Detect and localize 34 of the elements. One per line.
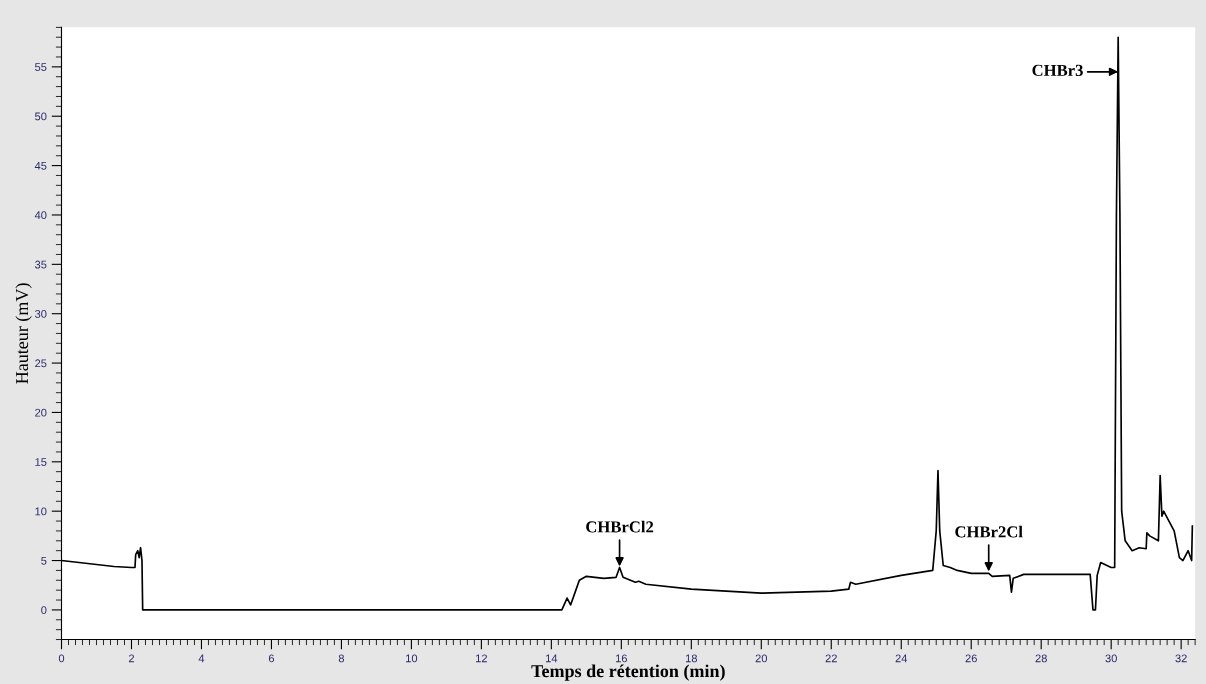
x-tick-label: 8 — [338, 654, 345, 663]
y-tick-label: 50 — [35, 112, 47, 121]
y-tick-label: 30 — [34, 309, 47, 318]
x-tick-label: 32 — [1175, 654, 1187, 663]
x-tick-label: 22 — [825, 654, 837, 663]
x-tick-label: 14 — [546, 654, 558, 663]
y-tick-label: 20 — [35, 408, 47, 417]
x-tick-label: 18 — [685, 654, 697, 663]
x-axis-title: Temps de rétention (min) — [531, 664, 725, 681]
x-tick-label: 12 — [476, 654, 487, 663]
x-tick-label: 26 — [965, 654, 977, 663]
x-tick-label: 28 — [1035, 654, 1047, 663]
x-tick-label: 0 — [58, 654, 65, 663]
x-tick-label: 6 — [268, 654, 275, 663]
y-axis-title: Hauteur (mV) — [15, 283, 32, 384]
annotation: CHBrCl2 — [586, 520, 654, 533]
x-tick-label: 16 — [616, 654, 628, 663]
y-tick-label: 10 — [35, 507, 47, 516]
x-tick-label: 20 — [755, 654, 768, 663]
y-tick-label: 55 — [35, 63, 47, 71]
y-tick-label: 0 — [41, 606, 47, 615]
x-tick-label: 24 — [895, 654, 908, 663]
annotation: CHBr3 — [1032, 64, 1083, 76]
x-tick-label: 10 — [406, 654, 418, 663]
x-tick-label: 2 — [128, 654, 135, 663]
x-tick-label: 30 — [1105, 654, 1117, 663]
annotation: CHBr2Cl — [955, 525, 1023, 538]
y-tick-label: 25 — [35, 359, 47, 368]
y-tick-label: 5 — [41, 556, 47, 565]
y-tick-label: 15 — [35, 458, 47, 466]
x-tick-label: 4 — [198, 654, 205, 663]
y-tick-label: 40 — [34, 211, 47, 220]
y-tick-label: 35 — [34, 260, 47, 269]
y-tick-label: 45 — [34, 161, 47, 170]
